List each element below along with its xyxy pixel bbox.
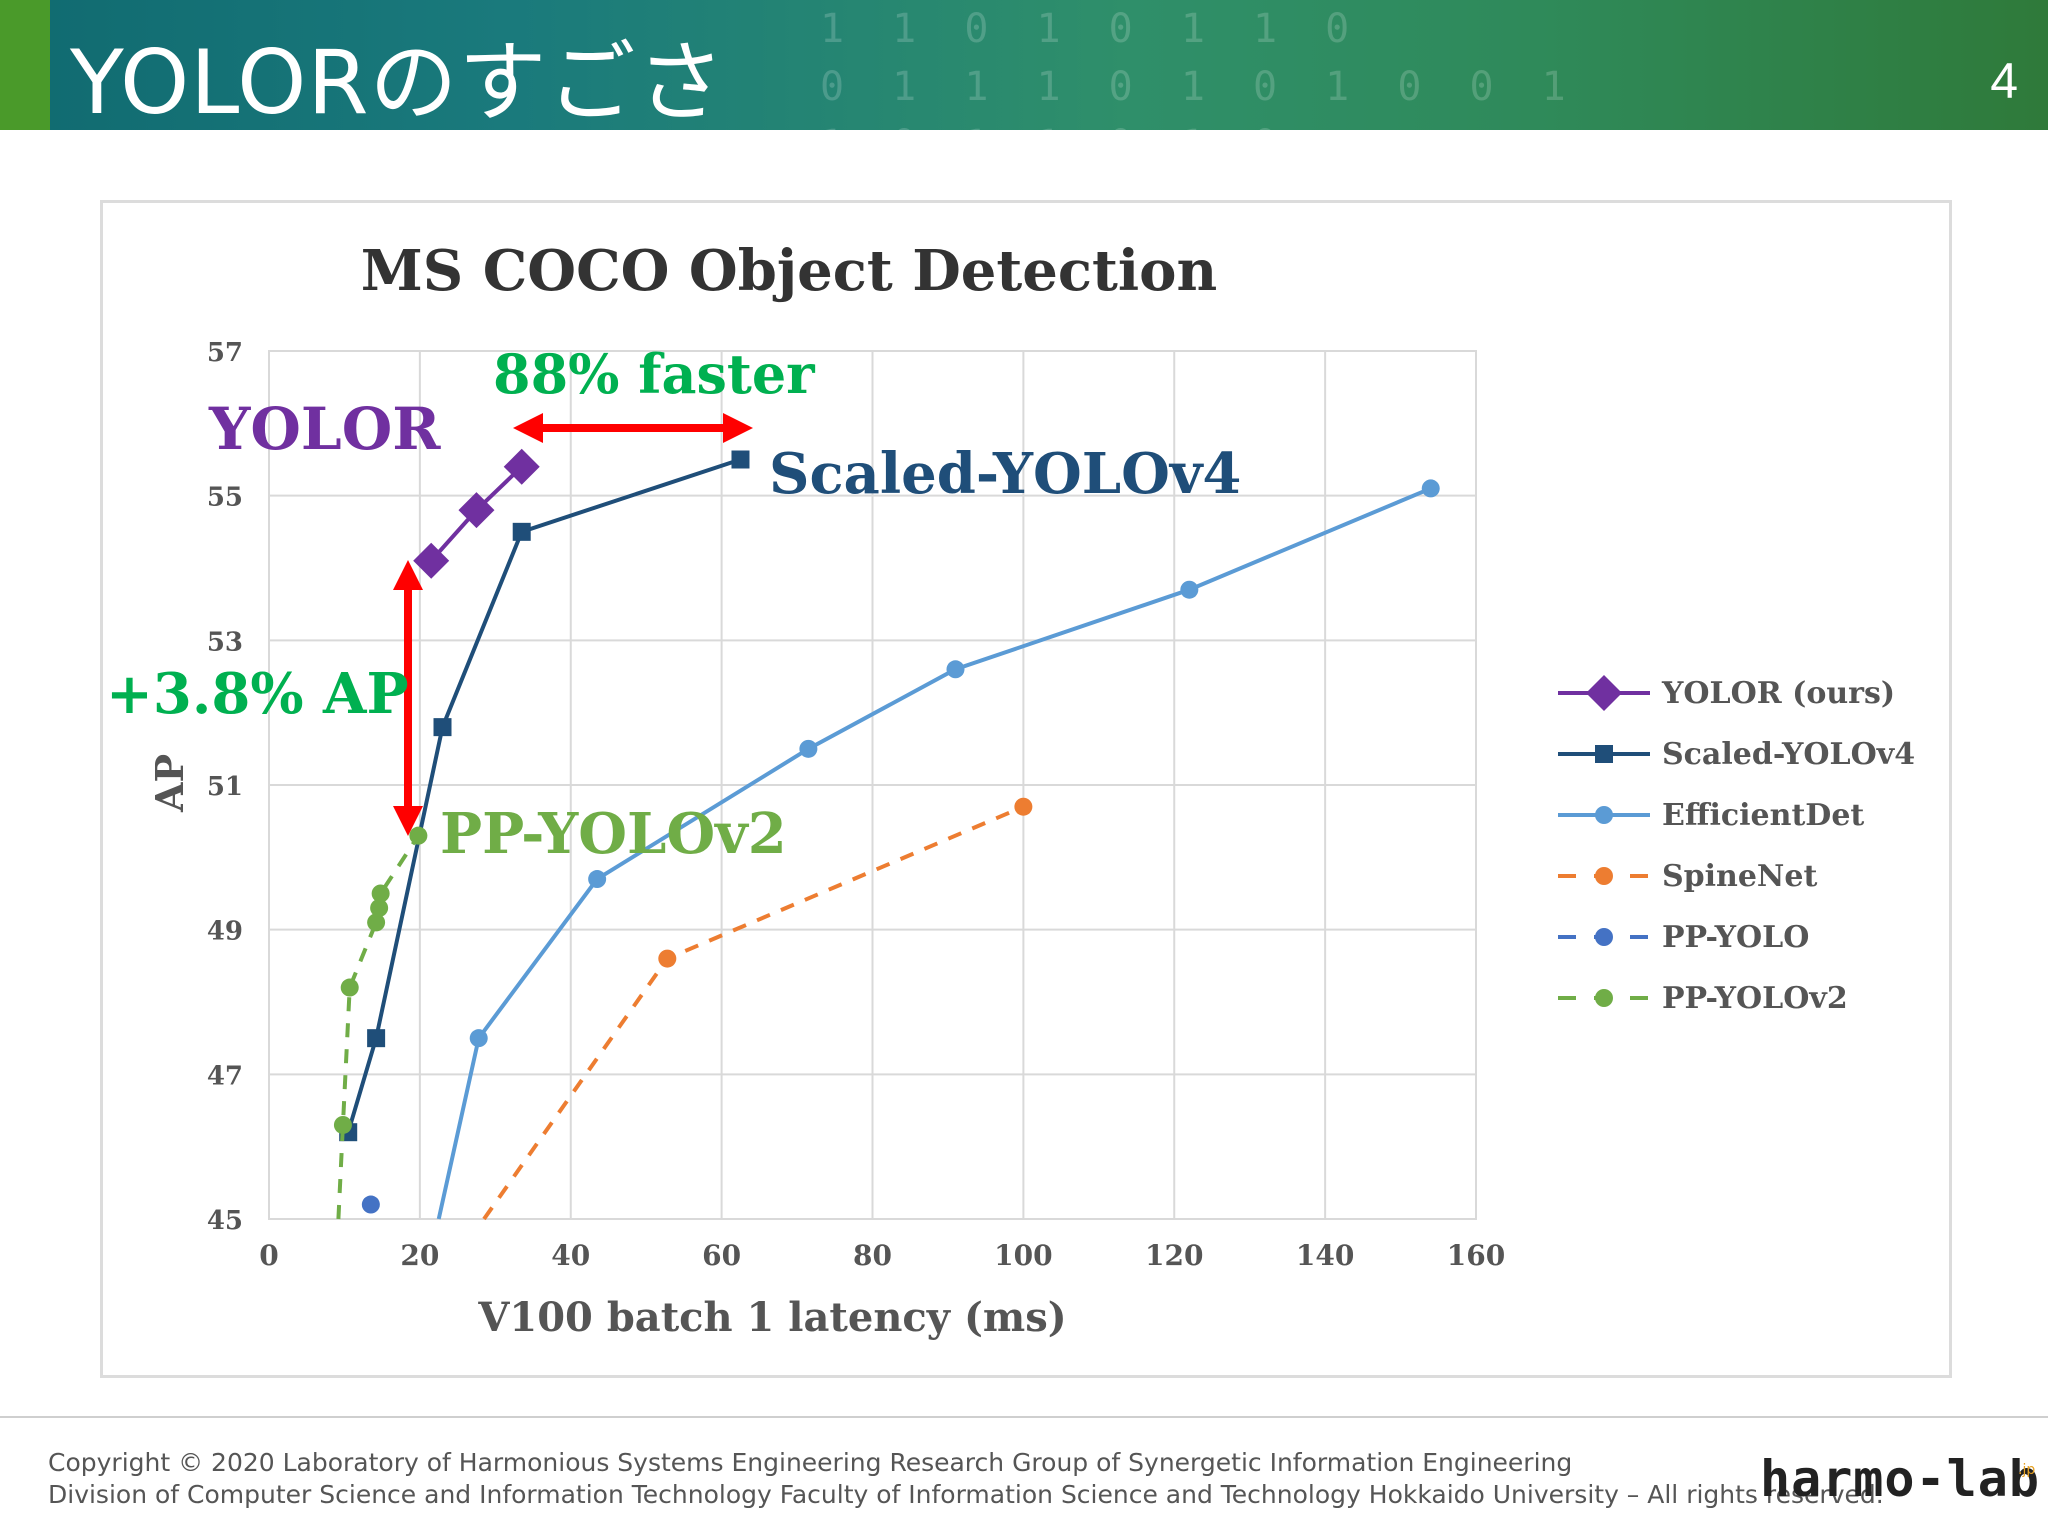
annotation-layer: 88% faster +3.8% AP YOLOR Scaled-YOLOv4 … [106, 342, 1241, 867]
data-point [1421, 479, 1440, 498]
legend-swatch-marker [1595, 867, 1613, 885]
legend-entry-pp-yolo: PP-YOLO [1558, 920, 1809, 955]
legend-label: EfficientDet [1662, 798, 1864, 833]
data-point [370, 898, 389, 917]
copyright-line-1: Copyright © 2020 Laboratory of Harmoniou… [48, 1448, 1573, 1477]
series-pp-yolov2 [333, 826, 428, 1220]
legend-swatch-marker [1586, 675, 1622, 711]
series-line [482, 804, 1025, 1221]
legend-swatch-marker [1595, 806, 1613, 824]
data-point [367, 913, 386, 932]
x-tick-label: 0 [259, 1239, 278, 1272]
data-point [1014, 797, 1033, 816]
faster-label: 88% faster [493, 342, 815, 406]
slide-title: YOLORのすごさ [70, 31, 726, 130]
ap-arrow-top-head [393, 560, 423, 590]
series-spinenet [482, 797, 1033, 1221]
data-point [503, 448, 540, 485]
data-point [799, 739, 818, 758]
copyright-line-2: Division of Computer Science and Informa… [48, 1480, 1884, 1509]
data-point [469, 1029, 488, 1048]
harmo-lab-logo: harmo-lab [1760, 1450, 2040, 1508]
data-point [433, 718, 452, 737]
y-tick-label: 45 [207, 1206, 243, 1236]
y-tick-label: 53 [207, 627, 243, 657]
legend-label: PP-YOLOv2 [1662, 981, 1848, 1016]
header-background-digits: 1 1 0 1 0 1 1 0 0 1 1 1 0 1 0 1 0 0 1 1 … [820, 6, 1578, 130]
y-tick-label: 49 [207, 917, 243, 947]
grid-layer [268, 350, 1477, 1220]
legend-swatch-marker [1595, 745, 1613, 763]
data-point [512, 522, 531, 541]
data-point [340, 978, 359, 997]
x-tick-label: 20 [400, 1239, 439, 1272]
footer-divider [0, 1416, 2048, 1418]
data-point [333, 1115, 352, 1134]
legend-entry-spinenet: SpineNet [1558, 859, 1817, 894]
data-point [371, 884, 390, 903]
data-point [409, 826, 428, 845]
x-tick-label: 40 [551, 1239, 590, 1272]
y-tick-label: 55 [207, 483, 243, 513]
yolor-label: YOLOR [208, 395, 441, 463]
legend-label: Scaled-YOLOv4 [1662, 737, 1915, 772]
faster-arrow-left-head [513, 413, 543, 443]
data-point [413, 542, 450, 579]
series-layer [333, 448, 1440, 1221]
page-number: 4 [1990, 53, 2018, 109]
y-axis-title: AP [147, 754, 192, 813]
header-accent-bar [0, 0, 50, 130]
legend-swatch-marker [1595, 928, 1613, 946]
y-tick-label: 47 [207, 1061, 243, 1091]
data-point [458, 492, 495, 529]
chart-frame: MS COCO Object Detection 0 20 40 60 80 100 120… [100, 200, 1952, 1378]
legend-label: SpineNet [1662, 859, 1817, 894]
data-point [588, 870, 607, 889]
series-pp-yolo [361, 1195, 380, 1214]
series-yolor [413, 448, 540, 579]
x-axis-title: V100 batch 1 latency (ms) [477, 1294, 1066, 1341]
data-point [361, 1195, 380, 1214]
x-tick-label: 100 [994, 1239, 1052, 1272]
axis-layer: 0 20 40 60 80 100 120 140 160 45 47 49 51 53 55 57 V100 … [147, 338, 1505, 1341]
x-tick-label: 140 [1296, 1239, 1354, 1272]
legend-entry-scaled-yolov4: Scaled-YOLOv4 [1558, 737, 1915, 772]
legend-swatch-marker [1595, 989, 1613, 1007]
harmo-lab-logo-suffix: .jp [2018, 1462, 2036, 1478]
legend-entry-pp-yolov2: PP-YOLOv2 [1558, 981, 1848, 1016]
y-tick-label: 51 [207, 772, 243, 802]
ap-label: +3.8% AP [106, 661, 409, 727]
chart-title: MS COCO Object Detection [361, 238, 1217, 304]
series-efficientdet [436, 479, 1440, 1220]
x-tick-label: 60 [702, 1239, 741, 1272]
faster-arrow-right-head [723, 413, 753, 443]
x-tick-label: 160 [1447, 1239, 1505, 1272]
chart-svg: MS COCO Object Detection 0 20 40 60 80 100 120… [106, 238, 1915, 1341]
legend-label: PP-YOLO [1662, 920, 1809, 955]
legend-label: YOLOR (ours) [1661, 676, 1895, 711]
data-point [658, 949, 677, 968]
data-point [367, 1029, 386, 1048]
scaled-yolov4-label: Scaled-YOLOv4 [769, 441, 1241, 507]
legend-entry-efficientdet: EfficientDet [1558, 798, 1864, 833]
chart-legend: YOLOR (ours) Scaled-YOLOv4 EfficientDet Spi… [1558, 675, 1915, 1016]
y-tick-label: 57 [207, 338, 243, 368]
x-tick-label: 80 [853, 1239, 892, 1272]
ap-arrow-bottom-head [393, 806, 423, 836]
pp-yolov2-label: PP-YOLOv2 [440, 801, 787, 867]
x-tick-label: 120 [1145, 1239, 1203, 1272]
data-point [946, 660, 965, 679]
series-scaled-yolov4 [339, 450, 750, 1142]
legend-entry-yolor: YOLOR (ours) [1558, 675, 1895, 711]
slide-header: 1 1 0 1 0 1 1 0 0 1 1 1 0 1 0 1 0 0 1 1 … [0, 0, 2048, 130]
data-point [1180, 580, 1199, 599]
data-point [731, 450, 750, 469]
